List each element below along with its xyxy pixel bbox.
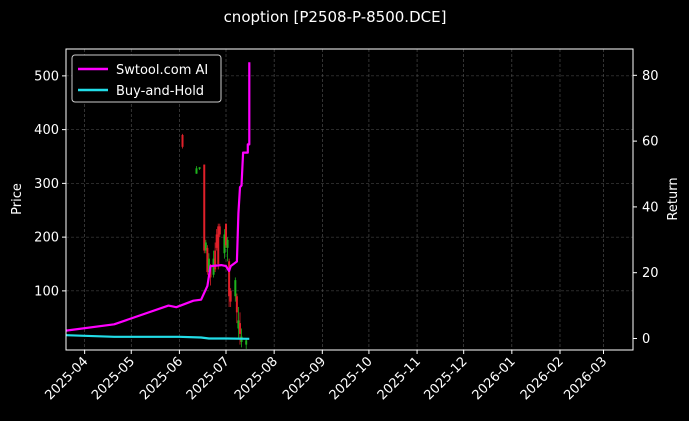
candle-body <box>207 258 210 273</box>
line-layer <box>65 62 251 340</box>
series-line-1 <box>65 334 250 340</box>
y-left-tick-label: 400 <box>34 123 59 138</box>
candle-body <box>223 234 226 254</box>
candle-body <box>226 239 229 248</box>
y-right-tick-label: 20 <box>642 266 659 281</box>
candle-body <box>228 261 231 297</box>
y-axis-left-label: Price <box>10 183 25 215</box>
candle-body <box>238 323 241 334</box>
y-right-tick-label: 0 <box>642 332 650 347</box>
y-axis-right-label: Return <box>666 177 681 220</box>
y-left-tick-label: 100 <box>34 284 59 299</box>
series-line-0 <box>65 62 251 332</box>
y-right-tick-label: 40 <box>642 200 659 215</box>
candle-body <box>218 226 221 235</box>
candle-body <box>203 164 206 251</box>
candle-body <box>234 280 237 297</box>
candle-body <box>225 223 228 246</box>
y-left-tick-label: 300 <box>34 177 59 192</box>
chart-title: cnoption [P2508-P-8500.DCE] <box>224 8 447 26</box>
plot-frame <box>65 48 634 351</box>
candle-body <box>229 290 232 302</box>
candle-body <box>214 250 217 270</box>
candle-body <box>181 135 184 147</box>
candle-body <box>237 320 240 329</box>
candle-body <box>215 234 218 248</box>
candle-body <box>245 340 248 345</box>
legend-box <box>71 54 222 103</box>
legend-label-buy-and-hold: Buy-and-Hold <box>116 84 204 99</box>
candle-body <box>195 168 198 174</box>
candle-body <box>217 226 220 264</box>
candle-body <box>235 296 238 313</box>
candle-body <box>198 167 201 169</box>
y-left-tick-label: 200 <box>34 231 59 246</box>
candle-body <box>204 242 207 251</box>
legend: Swtool.com AI Buy-and-Hold <box>71 54 222 103</box>
legend-label-swtool: Swtool.com AI <box>116 63 208 78</box>
y-right-tick-label: 80 <box>642 69 659 84</box>
candle-layer <box>181 133 248 349</box>
y-right-tick-label: 60 <box>642 135 659 150</box>
y-left-tick-label: 500 <box>34 69 59 84</box>
candle-body <box>206 247 209 273</box>
